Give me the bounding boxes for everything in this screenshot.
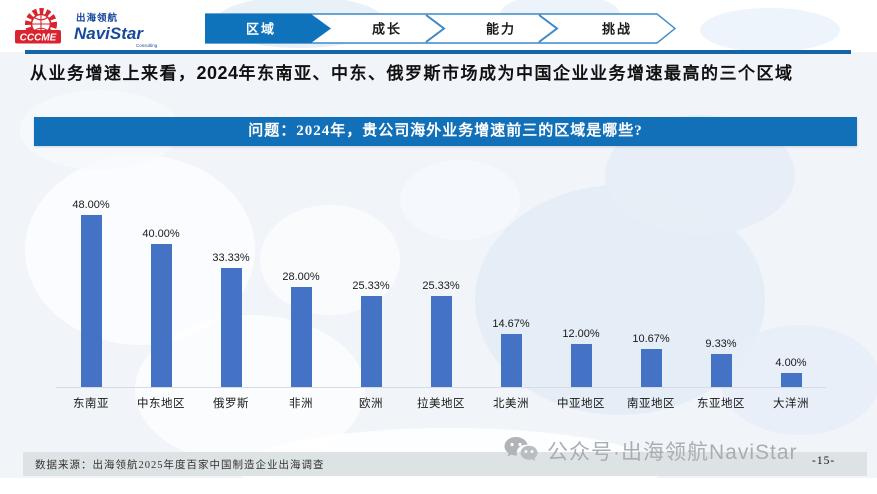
navistar-logo: 出海领航 NaviStar Consulting: [74, 12, 158, 48]
navistar-cn: 出海领航: [76, 12, 118, 24]
bar-column: 40.00%: [126, 228, 196, 387]
chart-categories: 东南亚 中东地区 俄罗斯 非洲 欧洲 拉美地区 北美洲 中亚地区 南亚地区 东亚地区 大洋洲: [56, 388, 826, 411]
bar-value-label: 28.00%: [282, 270, 320, 283]
bar-category-label: 东亚地区: [697, 398, 745, 410]
bar: [290, 286, 312, 387]
logo-area: CCCME 出海领航 NaviStar Consulting: [15, 8, 158, 48]
header-divider: [25, 50, 851, 54]
bar-value-label: 40.00%: [142, 227, 180, 240]
bar: [150, 243, 172, 387]
bar: [640, 348, 662, 387]
cccme-logo: CCCME: [15, 8, 61, 44]
chevron-separator-icon: [425, 14, 446, 43]
page-title: 从业务增速上来看，2024年东南亚、中东、俄罗斯市场成为中国企业业务增速最高的三…: [30, 60, 850, 87]
watermark-text: 公众号·出海领航NaviStar: [547, 441, 798, 464]
bar-category-label: 拉美地区: [417, 398, 465, 410]
bar-category-label: 欧洲: [359, 398, 383, 410]
bar-category-label: 非洲: [289, 398, 313, 410]
bar-value-label: 10.67%: [632, 332, 670, 345]
bar-column: 14.67%: [476, 318, 546, 387]
title-prefix: 从业务增速上来看，: [30, 64, 197, 83]
bar-column: 4.00%: [756, 357, 826, 387]
bar: [220, 267, 242, 387]
bar-column: 25.33%: [336, 280, 406, 387]
bar-value-label: 48.00%: [72, 199, 110, 211]
tab-region[interactable]: 区域: [246, 22, 276, 37]
bar-column: 28.00%: [266, 271, 336, 387]
bar-column: 12.00%: [546, 328, 616, 387]
cccme-label: CCCME: [20, 33, 57, 44]
wechat-icon: [504, 437, 538, 461]
tab-growth[interactable]: 成长: [372, 22, 402, 37]
question-banner: 问题：2024年，贵公司海外业务增速前三的区域是哪些?: [34, 117, 857, 146]
bar-category-label: 东南亚: [73, 398, 109, 410]
page-number: -15-: [812, 455, 836, 467]
bar-value-label: 9.33%: [705, 337, 737, 350]
bar-category-label: 俄罗斯: [213, 398, 249, 410]
bar-column: 9.33%: [686, 338, 756, 387]
navistar-sub: Consulting: [136, 43, 158, 48]
title-suffix: 年东南亚、中东、俄罗斯市场成为中国企业业务增速最高的三个区域: [238, 64, 794, 83]
chart-bars: 48.00% 40.00% 33.33% 28.00% 25.33% 25.33% 14.6…: [56, 160, 826, 388]
nav-tabs: 区域 成长 能力 挑战: [205, 13, 677, 44]
bar-category-label: 北美洲: [493, 398, 529, 410]
bar-value-label: 25.33%: [422, 280, 460, 293]
watermark: 公众号·出海领航NaviStar: [503, 435, 798, 467]
data-source-text: 数据来源：出海领航2025年度百家中国制造企业出海调查: [35, 459, 325, 471]
bar: [500, 334, 522, 387]
bar-value-label: 14.67%: [492, 318, 530, 331]
bar: [80, 215, 102, 387]
bar-category-label: 大洋洲: [773, 398, 809, 410]
bar: [780, 372, 802, 387]
bar-column: 10.67%: [616, 333, 686, 387]
navistar-en: NaviStar: [74, 24, 144, 43]
bar: [710, 353, 732, 387]
bar-value-label: 25.33%: [352, 280, 390, 293]
bar-category-label: 中东地区: [137, 398, 185, 410]
bar-category-label: 中亚地区: [557, 398, 605, 410]
bar-value-label: 33.33%: [212, 251, 250, 264]
bar-value-label: 4.00%: [775, 356, 807, 369]
bar-column: 25.33%: [406, 280, 476, 387]
bar: [570, 344, 592, 387]
bar: [430, 296, 452, 387]
bar: [360, 296, 382, 387]
bar-column: 33.33%: [196, 252, 266, 387]
tab-capability[interactable]: 能力: [486, 22, 516, 37]
bar-column: 48.00%: [56, 199, 126, 387]
bar-chart: 48.00% 40.00% 33.33% 28.00% 25.33% 25.33% 14.6…: [56, 160, 826, 411]
tab-challenge[interactable]: 挑战: [602, 22, 632, 37]
title-year: 2024: [196, 63, 239, 83]
bar-value-label: 12.00%: [562, 328, 600, 340]
bar-category-label: 南亚地区: [627, 398, 675, 410]
